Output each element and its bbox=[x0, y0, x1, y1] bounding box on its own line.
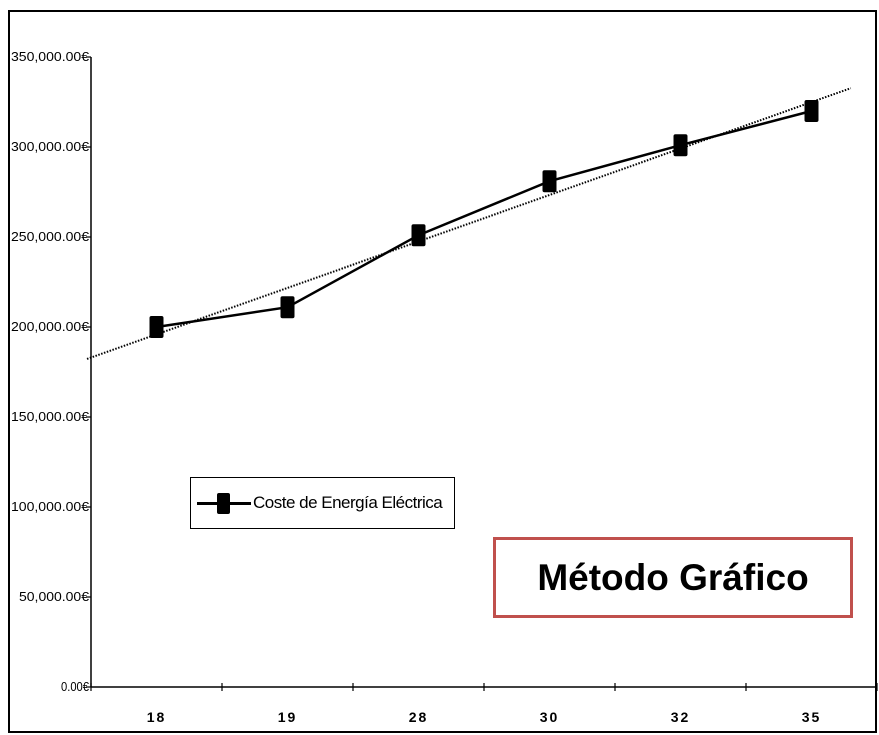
x-tick-label: 35 bbox=[802, 709, 822, 725]
y-tick-label: 200,000.00€ bbox=[11, 319, 90, 334]
y-tick-label: 150,000.00€ bbox=[11, 409, 90, 424]
method-annotation-box: Método Gráfico bbox=[493, 537, 853, 618]
y-tick-label: 300,000.00€ bbox=[11, 139, 90, 154]
legend-label: Coste de Energía Eléctrica bbox=[253, 493, 443, 512]
x-tick-label: 18 bbox=[147, 709, 167, 725]
y-tick-label: 50,000.00€ bbox=[19, 589, 90, 604]
legend-swatch-icon bbox=[197, 488, 251, 518]
data-point-marker bbox=[804, 100, 819, 122]
data-point-marker bbox=[673, 134, 688, 157]
legend: Coste de Energía Eléctrica bbox=[190, 477, 455, 529]
x-tick-label: 28 bbox=[409, 709, 429, 725]
y-tick-label: 100,000.00€ bbox=[11, 499, 90, 514]
data-point-marker bbox=[280, 296, 295, 319]
data-point-marker bbox=[542, 170, 557, 193]
axes: 0.00€ 50,000.00€ 100,000.00€ 150,000.00€ 200… bbox=[11, 49, 878, 725]
series-line bbox=[156, 109, 812, 329]
method-annotation-text: Método Gráfico bbox=[537, 556, 809, 598]
y-tick-label: 250,000.00€ bbox=[11, 229, 90, 244]
chart-frame bbox=[8, 10, 877, 733]
data-point-marker bbox=[411, 224, 426, 247]
x-tick-label: 19 bbox=[278, 709, 298, 725]
y-tick-label: 0.00€ bbox=[61, 679, 90, 694]
x-tick-label: 32 bbox=[671, 709, 691, 725]
data-point-marker bbox=[149, 316, 164, 338]
series-group bbox=[149, 100, 819, 338]
trendline bbox=[86, 87, 852, 360]
x-tick-label: 30 bbox=[540, 709, 560, 725]
y-tick-label: 350,000.00€ bbox=[11, 49, 90, 64]
trendline-group bbox=[86, 87, 852, 360]
